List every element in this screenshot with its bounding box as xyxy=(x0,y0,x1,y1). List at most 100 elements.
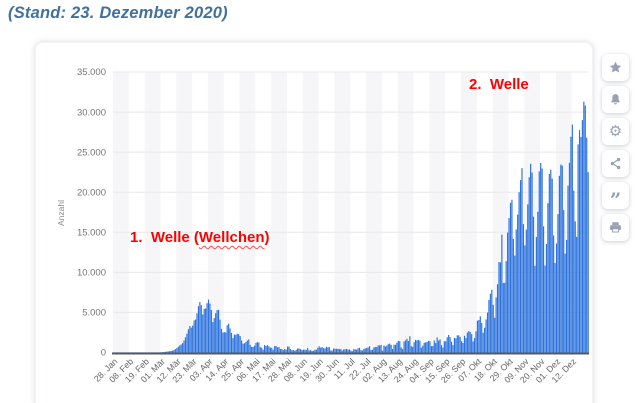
bar[interactable] xyxy=(321,346,323,353)
bar[interactable] xyxy=(229,328,231,353)
bar[interactable] xyxy=(422,345,424,353)
bar[interactable] xyxy=(532,216,535,353)
bar[interactable] xyxy=(466,332,468,353)
bar[interactable] xyxy=(462,342,464,353)
bar[interactable] xyxy=(456,335,458,353)
bar[interactable] xyxy=(560,164,562,353)
bar[interactable] xyxy=(475,331,477,353)
share-button[interactable] xyxy=(602,150,629,177)
bar[interactable] xyxy=(386,345,388,353)
bar[interactable] xyxy=(356,349,358,353)
bar[interactable] xyxy=(587,172,589,353)
bar[interactable] xyxy=(389,343,391,353)
bar[interactable] xyxy=(432,346,434,353)
bar[interactable] xyxy=(573,190,575,353)
bar[interactable] xyxy=(353,349,355,353)
bar[interactable] xyxy=(328,347,330,353)
bar[interactable] xyxy=(312,350,315,353)
bar[interactable] xyxy=(380,344,382,353)
bar[interactable] xyxy=(498,262,500,353)
bar[interactable] xyxy=(197,306,200,353)
print-button[interactable] xyxy=(602,214,629,241)
bar[interactable] xyxy=(184,337,187,353)
bar[interactable] xyxy=(262,349,264,353)
bar[interactable] xyxy=(502,282,504,353)
bar[interactable] xyxy=(264,345,266,353)
bar[interactable] xyxy=(407,341,409,353)
bar[interactable] xyxy=(448,334,450,353)
bar[interactable] xyxy=(249,344,251,353)
bar[interactable] xyxy=(413,342,415,353)
bar[interactable] xyxy=(344,349,346,353)
bar[interactable] xyxy=(187,329,189,353)
bar[interactable] xyxy=(485,319,487,353)
bar[interactable] xyxy=(484,327,486,353)
bar[interactable] xyxy=(442,347,444,353)
bar[interactable] xyxy=(465,338,467,353)
bar[interactable] xyxy=(443,341,445,353)
bar[interactable] xyxy=(558,175,560,353)
bar[interactable] xyxy=(394,344,397,353)
bar[interactable] xyxy=(350,350,352,353)
bar[interactable] xyxy=(226,325,228,353)
bar[interactable] xyxy=(406,338,408,353)
bar[interactable] xyxy=(416,340,418,353)
bar[interactable] xyxy=(521,168,523,353)
bar[interactable] xyxy=(194,319,197,353)
bar[interactable] xyxy=(393,344,395,353)
bar[interactable] xyxy=(504,282,506,353)
bar[interactable] xyxy=(182,343,184,353)
bar[interactable] xyxy=(242,343,244,353)
bar[interactable] xyxy=(565,239,568,353)
bar[interactable] xyxy=(391,349,394,353)
bar[interactable] xyxy=(212,322,214,353)
bar[interactable] xyxy=(170,350,172,353)
bar[interactable] xyxy=(524,245,526,353)
bar[interactable] xyxy=(345,348,348,353)
bar[interactable] xyxy=(567,185,569,353)
bar[interactable] xyxy=(548,174,550,353)
bar[interactable] xyxy=(299,349,302,353)
bar[interactable] xyxy=(514,255,516,353)
bar[interactable] xyxy=(427,340,430,353)
bar[interactable] xyxy=(310,350,312,353)
bar[interactable] xyxy=(282,350,284,353)
bar[interactable] xyxy=(488,299,490,353)
bar[interactable] xyxy=(482,332,484,353)
bar[interactable] xyxy=(547,203,549,353)
bar[interactable] xyxy=(387,344,389,353)
bar[interactable] xyxy=(518,192,520,353)
citation-button[interactable]: ” xyxy=(602,182,629,210)
bar[interactable] xyxy=(515,229,517,353)
bar[interactable] xyxy=(412,346,414,353)
bar[interactable] xyxy=(281,349,283,353)
bar[interactable] xyxy=(455,338,457,353)
bar[interactable] xyxy=(581,120,583,353)
bar[interactable] xyxy=(528,177,530,353)
bar[interactable] xyxy=(555,243,558,353)
bar[interactable] xyxy=(570,136,572,353)
bar[interactable] xyxy=(469,331,471,353)
bar[interactable] xyxy=(203,308,205,353)
bar[interactable] xyxy=(420,347,422,353)
bar[interactable] xyxy=(331,350,333,353)
bar[interactable] xyxy=(354,349,356,353)
bar[interactable] xyxy=(320,347,322,353)
bar[interactable] xyxy=(287,346,289,353)
bar[interactable] xyxy=(307,348,309,353)
bar[interactable] xyxy=(495,297,497,353)
bar[interactable] xyxy=(564,253,566,353)
bar[interactable] xyxy=(364,348,366,353)
bar[interactable] xyxy=(452,345,454,353)
bar[interactable] xyxy=(371,349,374,353)
bar[interactable] xyxy=(468,331,470,353)
bar[interactable] xyxy=(205,308,207,353)
bar[interactable] xyxy=(239,336,241,353)
bar[interactable] xyxy=(236,333,238,353)
bar[interactable] xyxy=(527,204,529,353)
bar[interactable] xyxy=(445,341,447,353)
bar[interactable] xyxy=(174,349,177,353)
bar[interactable] xyxy=(291,350,293,353)
bar[interactable] xyxy=(537,211,539,353)
bar[interactable] xyxy=(576,236,578,353)
